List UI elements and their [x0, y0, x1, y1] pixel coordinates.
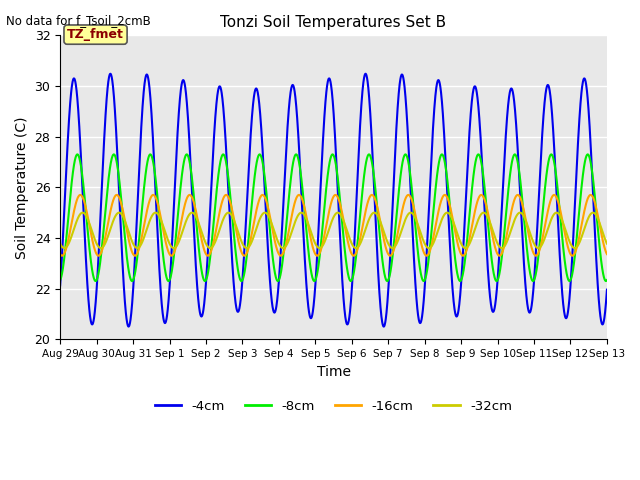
-32cm	[151, 210, 159, 216]
-8cm	[118, 210, 126, 216]
-8cm	[534, 259, 541, 265]
-32cm	[170, 245, 177, 251]
-32cm	[593, 213, 600, 219]
-32cm	[118, 213, 126, 218]
-8cm	[593, 212, 600, 217]
-8cm	[603, 277, 611, 283]
-8cm	[151, 171, 159, 177]
-32cm	[56, 241, 64, 247]
-4cm	[603, 287, 611, 292]
-8cm	[365, 152, 373, 157]
X-axis label: Time: Time	[317, 365, 351, 379]
Text: No data for f_Tsoil_2cmB: No data for f_Tsoil_2cmB	[6, 14, 151, 27]
-4cm	[593, 262, 600, 267]
-32cm	[290, 222, 298, 228]
-4cm	[56, 283, 64, 288]
-16cm	[603, 251, 611, 257]
-8cm	[347, 278, 355, 284]
-8cm	[266, 227, 274, 232]
-16cm	[266, 213, 274, 219]
-16cm	[593, 206, 600, 212]
-4cm	[266, 276, 274, 282]
Title: Tonzi Soil Temperatures Set B: Tonzi Soil Temperatures Set B	[221, 15, 447, 30]
Line: -4cm: -4cm	[60, 74, 607, 326]
-16cm	[118, 206, 126, 212]
-32cm	[603, 241, 611, 247]
Line: -16cm: -16cm	[60, 195, 607, 256]
Y-axis label: Soil Temperature (C): Soil Temperature (C)	[15, 116, 29, 259]
-16cm	[332, 192, 339, 198]
-4cm	[151, 177, 159, 182]
-16cm	[290, 204, 298, 210]
-4cm	[290, 84, 298, 89]
-4cm	[380, 324, 388, 329]
-4cm	[118, 260, 126, 266]
Legend: -4cm, -8cm, -16cm, -32cm: -4cm, -8cm, -16cm, -32cm	[149, 394, 518, 418]
-4cm	[534, 217, 541, 223]
-32cm	[266, 216, 274, 222]
Line: -32cm: -32cm	[60, 213, 607, 248]
-32cm	[534, 245, 541, 251]
-32cm	[188, 210, 196, 216]
-16cm	[56, 251, 64, 257]
-8cm	[56, 277, 64, 283]
-4cm	[362, 71, 369, 77]
-16cm	[534, 252, 541, 257]
Text: TZ_fmet: TZ_fmet	[67, 28, 124, 41]
Line: -8cm: -8cm	[60, 155, 607, 281]
-16cm	[151, 193, 159, 199]
-16cm	[314, 253, 321, 259]
-8cm	[290, 157, 298, 163]
